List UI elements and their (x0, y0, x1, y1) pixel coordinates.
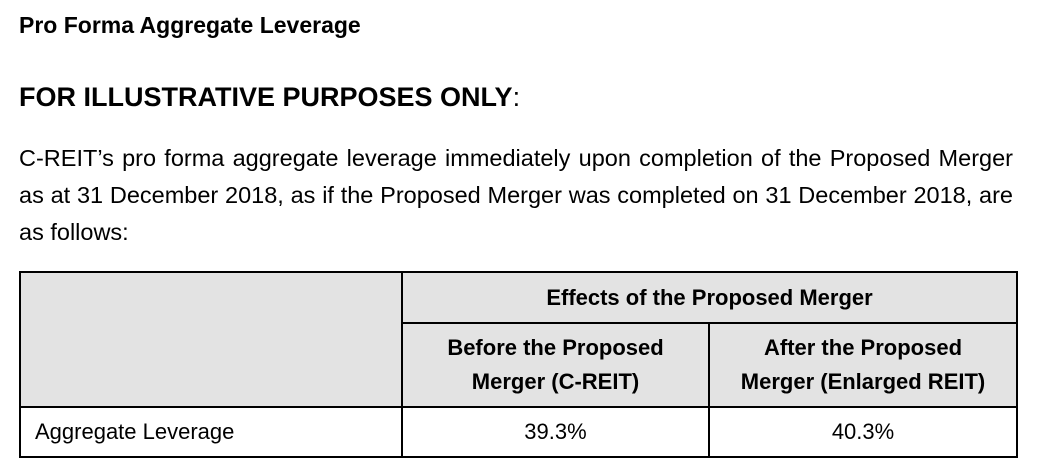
column-header-before: Before the Proposed Merger (C-REIT) (401, 322, 710, 408)
table-corner-cell (19, 271, 403, 408)
value-before-merger: 39.3% (401, 406, 710, 458)
table-header-row: Effects of the Proposed Merger (19, 271, 1019, 408)
column-header-after: After the Proposed Merger (Enlarged REIT… (707, 322, 1019, 408)
value-after-merger: 40.3% (707, 406, 1019, 458)
column-header-before-line2: Merger (C-REIT) (471, 369, 640, 394)
section-heading: Pro Forma Aggregate Leverage (19, 12, 361, 38)
column-header-after-line1: After the Proposed (763, 335, 963, 360)
column-header-before-line1: Before the Proposed (447, 335, 664, 360)
illustrative-notice-colon: : (512, 82, 521, 112)
illustrative-notice-text: FOR ILLUSTRATIVE PURPOSES ONLY (19, 82, 513, 112)
leverage-table: Effects of the Proposed Merger Before th… (19, 271, 1019, 458)
table-subheader-row: Before the Proposed Merger (C-REIT) Afte… (20, 322, 1019, 408)
group-header-cell: Effects of the Proposed Merger (400, 271, 1019, 324)
illustrative-notice: FOR ILLUSTRATIVE PURPOSES ONLY: (19, 82, 520, 113)
column-header-after-line2: Merger (Enlarged REIT) (740, 369, 986, 394)
leverage-table-container: Effects of the Proposed Merger Before th… (19, 271, 1019, 458)
table-row: Aggregate Leverage 39.3% 40.3% (19, 406, 1019, 458)
row-label-aggregate-leverage: Aggregate Leverage (19, 406, 403, 458)
intro-paragraph: C-REIT’s pro forma aggregate leverage im… (19, 145, 1013, 245)
